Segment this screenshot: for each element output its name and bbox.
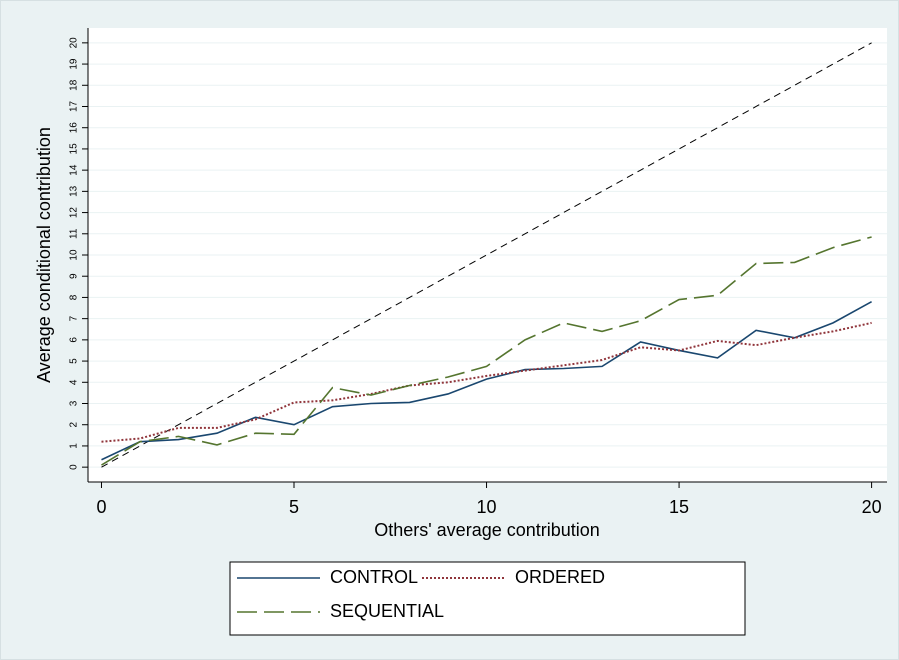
y-tick-label: 20	[69, 37, 80, 49]
x-tick-label: 10	[477, 497, 497, 517]
y-tick-label: 18	[69, 79, 80, 91]
series-line	[101, 321, 872, 443]
legend-label: ORDERED	[515, 567, 605, 587]
y-tick-label: 14	[69, 164, 80, 176]
y-tick-label: 12	[69, 207, 80, 219]
x-axis-title: Others' average contribution	[374, 520, 600, 540]
x-tick-label: 15	[669, 497, 689, 517]
series-line	[101, 42, 872, 468]
legend-label: CONTROL	[330, 567, 418, 587]
y-tick-label: 0	[69, 464, 80, 470]
y-tick-label: 6	[69, 337, 80, 343]
series-line	[101, 236, 872, 466]
y-tick-label: 16	[69, 122, 80, 134]
x-tick-label: 5	[289, 497, 299, 517]
y-tick-label: 3	[69, 400, 80, 406]
y-tick-label: 4	[69, 379, 80, 385]
y-tick-label: 15	[69, 143, 80, 155]
x-tick-label: 0	[96, 497, 106, 517]
y-tick-label: 8	[69, 294, 80, 300]
y-tick-label: 13	[69, 185, 80, 197]
y-tick-label: 17	[69, 100, 80, 112]
y-axis-title: Average conditional contribution	[34, 127, 54, 383]
y-tick-label: 7	[69, 315, 80, 321]
y-tick-label: 10	[69, 249, 80, 261]
y-tick-label: 9	[69, 273, 80, 279]
y-tick-label: 1	[69, 443, 80, 449]
y-tick-label: 11	[69, 228, 80, 239]
y-tick-label: 5	[69, 358, 80, 364]
legend	[229, 561, 746, 636]
series-line	[101, 300, 872, 461]
legend-label: SEQUENTIAL	[330, 601, 444, 621]
y-tick-label: 19	[69, 58, 80, 70]
y-tick-label: 2	[69, 422, 80, 428]
x-tick-label: 20	[862, 497, 882, 517]
